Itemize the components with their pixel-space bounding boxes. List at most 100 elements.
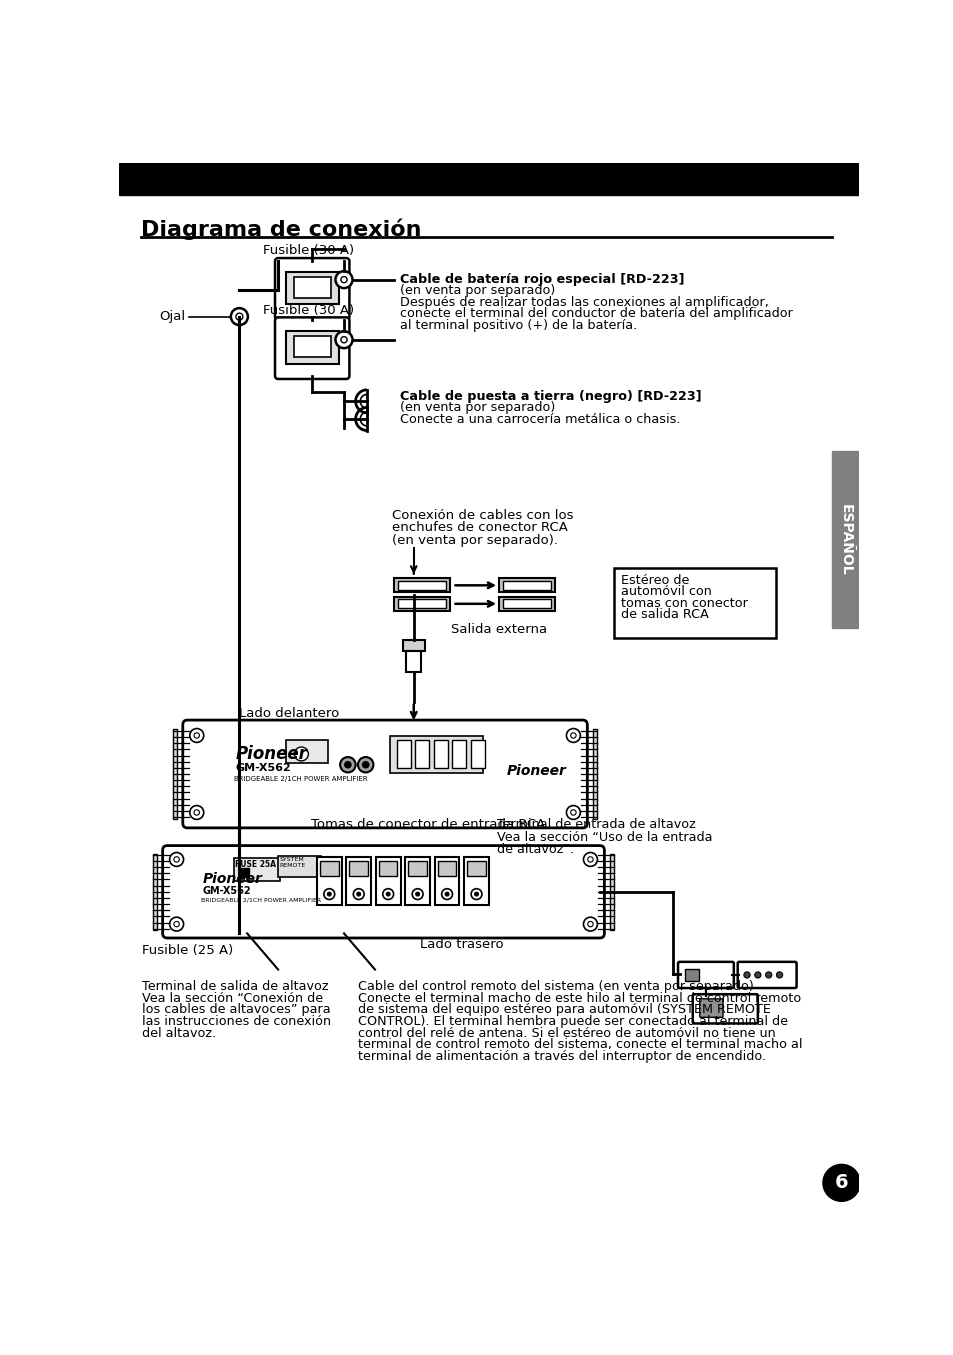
Bar: [390, 736, 483, 774]
Text: los cables de altavoces” para: los cables de altavoces” para: [142, 1004, 331, 1016]
Text: Terminal de salida de altavoz: Terminal de salida de altavoz: [142, 980, 329, 993]
Bar: [397, 581, 446, 589]
Text: Después de realizar todas las conexiones al amplificador,: Después de realizar todas las conexiones…: [399, 295, 768, 309]
Bar: [397, 599, 446, 608]
Circle shape: [583, 852, 597, 866]
Circle shape: [340, 757, 355, 772]
Bar: [396, 740, 410, 768]
Bar: [609, 854, 613, 930]
Text: Cable del control remoto del sistema (en venta por separado): Cable del control remoto del sistema (en…: [357, 980, 753, 993]
Circle shape: [193, 810, 199, 816]
Bar: [153, 854, 157, 930]
Text: (en venta por separado): (en venta por separado): [399, 401, 555, 415]
Bar: [286, 740, 328, 763]
FancyBboxPatch shape: [678, 962, 733, 988]
Text: Ojal: Ojal: [159, 310, 185, 322]
Text: Fusible (25 A): Fusible (25 A): [142, 944, 233, 957]
Circle shape: [776, 972, 781, 978]
Circle shape: [474, 892, 478, 896]
Circle shape: [190, 729, 204, 743]
Bar: [402, 640, 424, 650]
Text: enchufes de conector RCA: enchufes de conector RCA: [392, 522, 567, 534]
Text: Conexión de cables con los: Conexión de cables con los: [392, 509, 573, 522]
Bar: [346, 858, 371, 905]
Bar: [498, 579, 555, 592]
Text: Pioneer: Pioneer: [235, 745, 307, 763]
Text: Conecte a una carrocería metálica o chasis.: Conecte a una carrocería metálica o chas…: [399, 413, 679, 425]
Circle shape: [583, 917, 597, 931]
Circle shape: [235, 313, 243, 320]
Bar: [498, 598, 555, 611]
Bar: [378, 860, 397, 877]
Text: GM-X562: GM-X562: [235, 763, 291, 772]
Bar: [286, 272, 338, 305]
Text: Fusible (30 A): Fusible (30 A): [262, 244, 354, 257]
Circle shape: [340, 336, 347, 343]
Circle shape: [335, 271, 353, 289]
Circle shape: [412, 889, 422, 900]
Text: tomas con conector: tomas con conector: [620, 598, 747, 610]
Bar: [394, 598, 450, 611]
Text: Lado delantero: Lado delantero: [239, 707, 339, 720]
Bar: [349, 860, 368, 877]
Circle shape: [570, 733, 576, 738]
Bar: [375, 858, 400, 905]
Text: Cable de puesta a tierra (negro) [RD-223]: Cable de puesta a tierra (negro) [RD-223…: [399, 390, 700, 402]
Circle shape: [441, 889, 452, 900]
Circle shape: [340, 276, 347, 283]
Text: BRIDGEABLE 2/1CH POWER AMPLIFIER: BRIDGEABLE 2/1CH POWER AMPLIFIER: [233, 775, 367, 782]
FancyBboxPatch shape: [274, 317, 349, 379]
Bar: [278, 855, 320, 877]
Circle shape: [193, 733, 199, 738]
Bar: [294, 276, 331, 298]
Circle shape: [190, 806, 204, 820]
Circle shape: [754, 972, 760, 978]
Circle shape: [357, 757, 373, 772]
Bar: [452, 740, 466, 768]
FancyBboxPatch shape: [737, 962, 796, 988]
Circle shape: [231, 308, 248, 325]
FancyBboxPatch shape: [274, 257, 349, 320]
Text: de altavoz”.: de altavoz”.: [497, 843, 574, 856]
Bar: [435, 858, 459, 905]
Circle shape: [327, 892, 331, 896]
Text: automóvil con: automóvil con: [620, 585, 712, 599]
Text: Fusible (30 A): Fusible (30 A): [262, 304, 354, 317]
Bar: [467, 860, 485, 877]
Text: CONTROL). El terminal hembra puede ser conectado al terminal de: CONTROL). El terminal hembra puede ser c…: [357, 1015, 787, 1028]
Bar: [592, 729, 596, 818]
Bar: [437, 860, 456, 877]
Text: Vea la sección “Uso de la entrada: Vea la sección “Uso de la entrada: [497, 831, 712, 844]
Bar: [239, 869, 249, 877]
Bar: [408, 860, 427, 877]
Bar: [471, 740, 484, 768]
Circle shape: [173, 856, 179, 862]
Text: GM-X562: GM-X562: [203, 886, 252, 896]
Text: terminal de alimentación a través del interruptor de encendido.: terminal de alimentación a través del in…: [357, 1050, 765, 1062]
Text: Cable de batería rojo especial [RD-223]: Cable de batería rojo especial [RD-223]: [399, 272, 683, 286]
Text: Pioneer: Pioneer: [203, 871, 262, 886]
Bar: [405, 858, 430, 905]
Circle shape: [765, 972, 771, 978]
Bar: [464, 858, 488, 905]
Text: BRIDGEABLE 2/1CH POWER AMPLIFIER: BRIDGEABLE 2/1CH POWER AMPLIFIER: [200, 898, 320, 902]
Circle shape: [566, 729, 579, 743]
Circle shape: [587, 856, 593, 862]
Text: al terminal positivo (+) de la batería.: al terminal positivo (+) de la batería.: [399, 318, 637, 332]
Bar: [319, 860, 338, 877]
Circle shape: [566, 806, 579, 820]
Bar: [294, 336, 331, 358]
Bar: [434, 740, 447, 768]
FancyBboxPatch shape: [699, 999, 722, 1018]
Text: (en venta por separado): (en venta por separado): [399, 285, 555, 297]
Circle shape: [386, 892, 390, 896]
Circle shape: [294, 747, 308, 762]
Text: terminal de control remoto del sistema, conecte el terminal macho al: terminal de control remoto del sistema, …: [357, 1038, 801, 1051]
Circle shape: [471, 889, 481, 900]
Text: Vea la sección “Conexión de: Vea la sección “Conexión de: [142, 992, 323, 1005]
FancyBboxPatch shape: [613, 568, 775, 638]
Bar: [119, 163, 858, 195]
Text: SYSTEM
REMOTE: SYSTEM REMOTE: [279, 858, 306, 869]
Circle shape: [353, 889, 364, 900]
Circle shape: [170, 917, 183, 931]
